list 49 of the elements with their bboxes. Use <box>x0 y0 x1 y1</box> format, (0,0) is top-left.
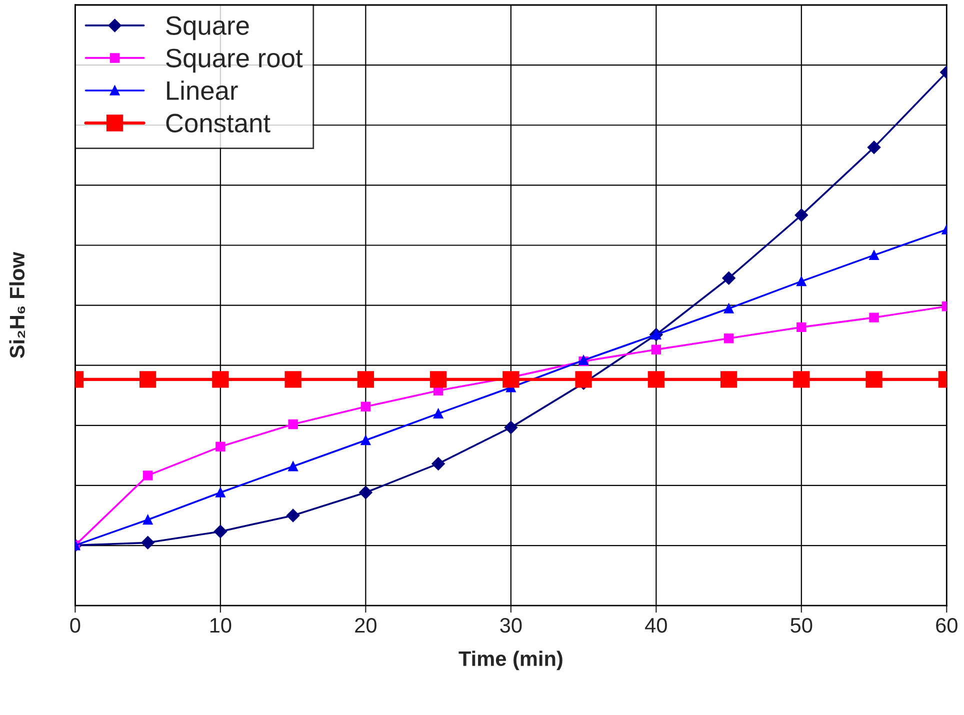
point <box>216 488 226 498</box>
point <box>288 419 298 430</box>
point <box>357 371 374 388</box>
point <box>142 514 153 525</box>
point <box>360 402 371 412</box>
point <box>794 208 808 222</box>
x-axis-title: Time (min) <box>458 650 562 670</box>
point <box>796 276 806 286</box>
point <box>142 470 153 480</box>
legend-label: Square <box>166 16 249 40</box>
point <box>288 462 298 472</box>
point <box>212 371 229 388</box>
point <box>867 140 881 154</box>
legend-label: Square root <box>166 48 303 73</box>
legend-label: Constant <box>166 114 270 132</box>
point <box>141 536 154 550</box>
point <box>575 371 592 388</box>
point <box>502 371 520 388</box>
point <box>869 250 879 260</box>
y-axis-title: Si₂H₆ Flow <box>9 252 26 358</box>
x-tick-label: 50 <box>790 618 812 633</box>
point <box>432 457 445 470</box>
x-tick-label: 0 <box>70 618 80 633</box>
point <box>214 524 228 538</box>
point <box>504 420 518 434</box>
point <box>430 371 447 388</box>
point <box>433 408 444 418</box>
point <box>284 371 302 388</box>
point <box>720 371 738 388</box>
point <box>139 371 156 388</box>
x-tick-label: 10 <box>210 618 232 633</box>
point <box>796 322 806 332</box>
point <box>359 486 372 500</box>
point <box>648 371 664 388</box>
legend-label: Linear <box>167 80 238 100</box>
x-tick-label: 30 <box>500 618 522 633</box>
point <box>216 442 226 452</box>
point <box>793 371 810 388</box>
x-tick-label: 40 <box>645 618 667 633</box>
point <box>286 508 300 522</box>
point <box>360 435 371 446</box>
point <box>724 334 734 344</box>
point <box>869 312 879 322</box>
x-tick-label: 60 <box>936 618 958 633</box>
point <box>722 272 736 285</box>
x-tick-label: 20 <box>355 618 376 633</box>
point <box>724 304 734 314</box>
point <box>651 344 662 354</box>
point <box>866 371 882 388</box>
